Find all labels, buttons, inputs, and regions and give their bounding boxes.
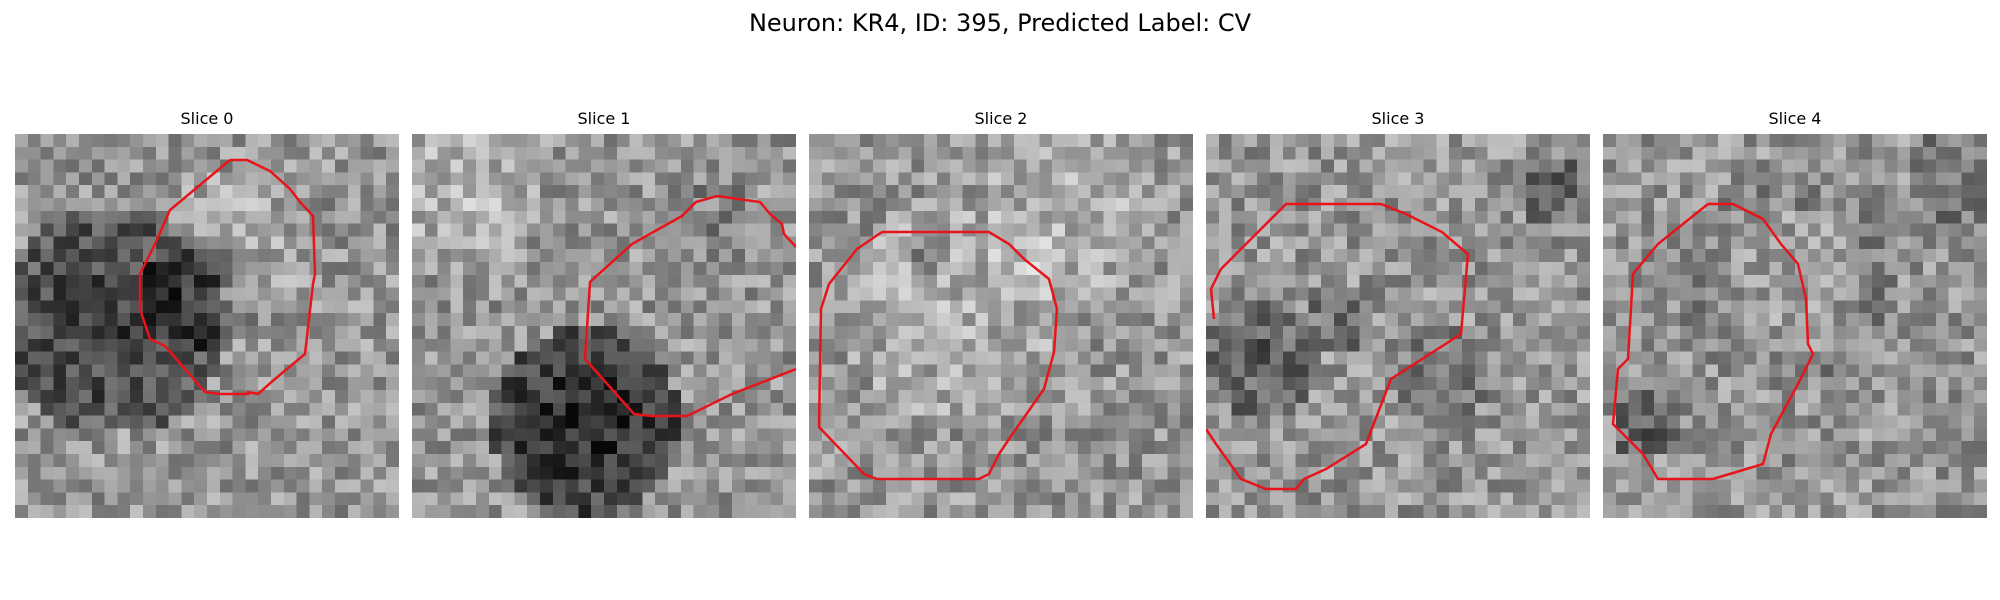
slice-0-panel bbox=[15, 134, 399, 518]
slice-2-contour bbox=[817, 230, 1059, 481]
slice-1-title: Slice 1 bbox=[577, 109, 631, 128]
slice-3-title: Slice 3 bbox=[1371, 109, 1425, 128]
slice-0-image bbox=[15, 134, 399, 518]
figure-title: Neuron: KR4, ID: 395, Predicted Label: C… bbox=[748, 9, 1252, 37]
slice-2-title: Slice 2 bbox=[974, 109, 1028, 128]
slice-4-overlay bbox=[1611, 202, 1815, 481]
slice-3-overlay bbox=[1206, 202, 1470, 491]
slice-1-contour bbox=[583, 194, 796, 418]
slice-0-contour bbox=[138, 158, 317, 396]
slice-4-panel bbox=[1603, 134, 1987, 518]
slice-1-overlay bbox=[583, 194, 796, 418]
slice-3-contour bbox=[1206, 202, 1470, 491]
slice-4-contour bbox=[1611, 202, 1815, 481]
slice-4-title: Slice 4 bbox=[1768, 109, 1822, 128]
slice-2-image bbox=[809, 134, 1193, 518]
slice-0-overlay bbox=[138, 158, 317, 396]
slice-3-image bbox=[1206, 134, 1590, 518]
slice-0-title: Slice 0 bbox=[180, 109, 234, 128]
slice-4-image bbox=[1603, 134, 1987, 518]
slice-1-panel bbox=[412, 134, 796, 518]
slice-2-panel bbox=[809, 134, 1193, 518]
slice-2-overlay bbox=[817, 230, 1059, 481]
slice-3-panel bbox=[1206, 134, 1590, 518]
